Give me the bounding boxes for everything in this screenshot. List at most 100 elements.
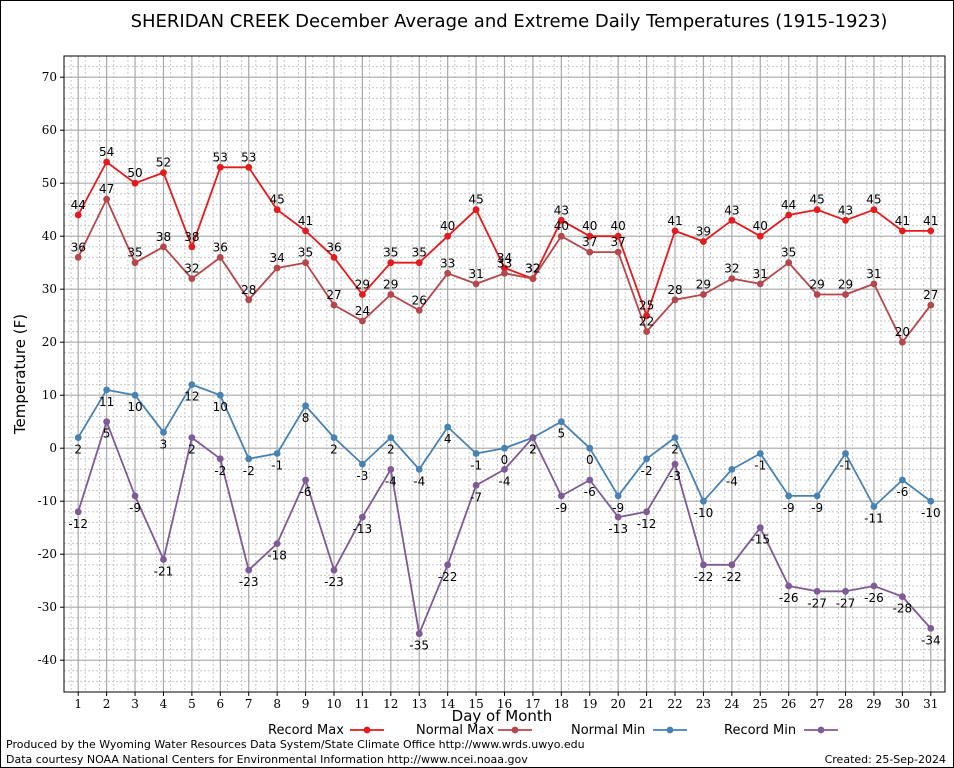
data-label: -6 <box>300 485 312 499</box>
data-point <box>160 428 167 436</box>
data-point <box>472 481 480 489</box>
data-point <box>643 455 650 463</box>
legend-swatch-marker <box>511 726 519 734</box>
data-label: 35 <box>781 246 796 260</box>
y-tick-label: -10 <box>38 494 57 508</box>
legend-swatch-marker <box>666 726 674 734</box>
data-label: 40 <box>554 219 569 233</box>
x-tick-label: 24 <box>724 697 740 711</box>
data-label: -27 <box>807 596 827 610</box>
data-point <box>927 301 935 309</box>
data-label: 32 <box>184 262 199 276</box>
data-label: -13 <box>608 522 628 536</box>
data-point <box>387 434 395 441</box>
data-label: 41 <box>895 214 910 228</box>
x-tick-label: 14 <box>440 697 456 711</box>
data-point <box>273 540 281 547</box>
data-label: 34 <box>270 251 285 265</box>
x-tick-label: 12 <box>383 697 398 711</box>
y-tick-label: 60 <box>42 123 57 137</box>
data-label: -13 <box>353 522 373 536</box>
x-tick-label: 4 <box>160 697 168 711</box>
y-tick-label: 20 <box>42 335 57 349</box>
data-label: 35 <box>127 246 142 260</box>
data-point <box>216 391 224 399</box>
data-point <box>74 434 82 441</box>
data-label: 38 <box>156 230 171 244</box>
data-point <box>501 466 508 473</box>
data-label: 45 <box>866 193 881 207</box>
data-label: 37 <box>582 235 597 249</box>
x-axis: 1 2 3 4 5 6 7 8 9 10 11 12 13 14 15 16 17 18 19 20 21 22 23 24 2… <box>74 692 938 711</box>
data-point <box>103 158 111 166</box>
data-label: 29 <box>838 278 853 292</box>
data-label: -27 <box>836 596 856 610</box>
data-point <box>785 492 793 500</box>
data-label: 28 <box>667 283 682 297</box>
data-point <box>671 227 679 235</box>
x-tick-label: 21 <box>639 697 654 711</box>
data-label: 43 <box>838 203 853 217</box>
data-label: -6 <box>584 485 596 499</box>
data-label: 32 <box>724 262 739 276</box>
x-tick-label: 1 <box>74 697 82 711</box>
data-label: 44 <box>781 198 796 212</box>
data-point <box>813 206 821 214</box>
x-tick-label: 18 <box>554 697 569 711</box>
legend-label: Record Min <box>724 723 796 738</box>
data-point <box>870 503 878 510</box>
y-tick-label: -20 <box>38 547 57 561</box>
data-label: -9 <box>129 501 141 515</box>
data-point <box>472 206 480 214</box>
data-point <box>103 195 111 203</box>
data-label: 45 <box>809 193 824 207</box>
data-label: 26 <box>412 293 427 307</box>
data-label: 25 <box>639 299 654 313</box>
data-label: -2 <box>243 464 255 478</box>
data-label: -1 <box>754 459 766 473</box>
data-label: 53 <box>213 150 228 164</box>
data-label: 29 <box>383 278 398 292</box>
data-point <box>444 269 452 277</box>
data-point <box>245 163 253 171</box>
legend-item: Record Min <box>724 723 838 738</box>
data-label: -28 <box>893 602 913 616</box>
data-point <box>387 291 395 298</box>
data-label: -6 <box>896 485 908 499</box>
data-point <box>415 259 423 267</box>
data-label: 0 <box>501 453 509 467</box>
data-label: -12 <box>68 517 88 531</box>
data-label: -10 <box>921 506 941 520</box>
data-label: -9 <box>612 501 624 515</box>
x-tick-label: 28 <box>838 697 853 711</box>
footer-produced-by: Produced by the Wyoming Water Resources … <box>6 738 585 751</box>
x-tick-label: 7 <box>245 697 253 711</box>
data-label: 43 <box>554 203 569 217</box>
data-label: 12 <box>184 390 199 404</box>
data-point <box>614 492 622 500</box>
data-label: -1 <box>840 459 852 473</box>
data-point <box>614 248 622 256</box>
data-point <box>842 450 849 457</box>
data-label: 5 <box>558 427 566 441</box>
data-point <box>245 296 253 304</box>
x-tick-label: 15 <box>468 697 483 711</box>
data-point <box>103 418 111 426</box>
data-label: 2 <box>330 443 338 457</box>
data-point <box>131 179 139 187</box>
legend-label: Record Max <box>268 723 344 738</box>
data-point <box>614 513 622 521</box>
data-point <box>359 513 366 521</box>
y-tick-label: 50 <box>42 176 57 190</box>
x-tick-label: 5 <box>188 697 196 711</box>
legend-swatch-marker <box>363 726 371 734</box>
data-point <box>756 524 764 532</box>
footer-courtesy: Data courtesy NOAA National Centers for … <box>6 753 528 766</box>
data-point <box>245 566 253 574</box>
data-label: 8 <box>302 411 310 425</box>
data-point <box>700 238 707 245</box>
data-label: -34 <box>921 633 941 647</box>
data-label: -22 <box>438 570 458 584</box>
data-label: -35 <box>409 639 429 653</box>
